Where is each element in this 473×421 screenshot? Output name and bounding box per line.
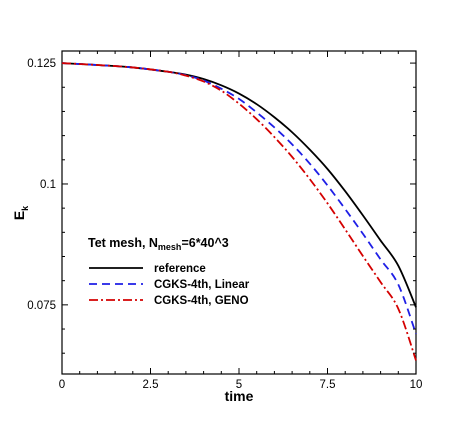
legend-entries: reference CGKS-4th, Linear CGKS-4th, GENO [89, 263, 250, 307]
y-tick-label: 0.075 [27, 300, 56, 312]
x-tick-label: 10 [410, 379, 423, 391]
axis-ticks [61, 51, 417, 374]
y-axis-title: Ek [11, 205, 30, 220]
legend-label-2: CGKS-4th, Linear [154, 279, 250, 291]
x-tick-label: 5 [236, 379, 242, 391]
tick-labels: 0 2.5 5 7.5 10 0.075 0.1 0.125 [27, 58, 422, 391]
y-tick-label: 0.1 [40, 179, 56, 191]
x-tick-label: 2.5 [143, 379, 159, 391]
y-tick-label: 0.125 [27, 58, 56, 70]
legend: Tet mesh, Nmesh=6*40^3 reference CGKS-4th… [88, 236, 250, 307]
x-tick-label: 0 [59, 379, 65, 391]
x-tick-label: 7.5 [320, 379, 336, 391]
series-line-3 [61, 62, 417, 361]
legend-label-1: reference [154, 263, 206, 275]
series-lines [61, 62, 417, 361]
legend-title: Tet mesh, Nmesh=6*40^3 [88, 236, 229, 252]
legend-label-3: CGKS-4th, GENO [154, 295, 249, 307]
x-axis-title: time [225, 388, 254, 404]
series-line-2 [61, 62, 417, 335]
